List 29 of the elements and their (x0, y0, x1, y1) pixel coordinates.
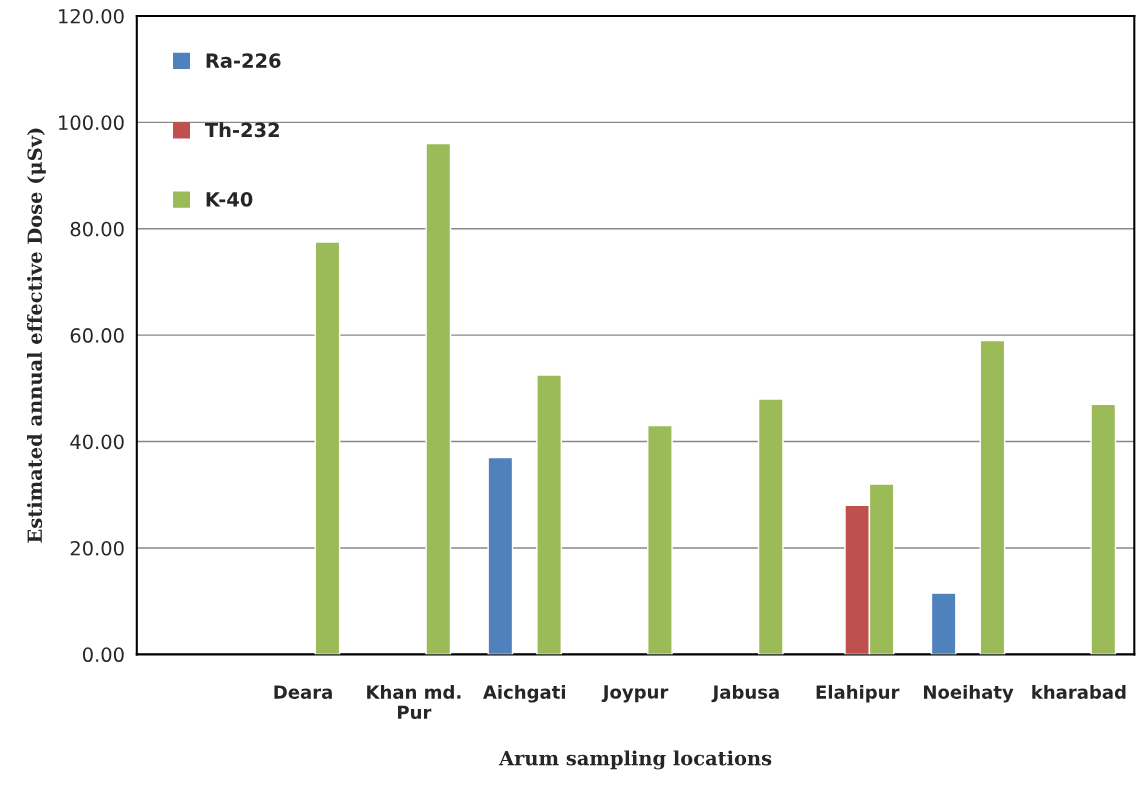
y-tick-label: 60.00 (70, 328, 124, 343)
bar (757, 398, 784, 655)
bar (536, 374, 562, 655)
y-tick-label: 20.00 (70, 540, 124, 556)
legend-label: Ra-226 (206, 53, 281, 68)
legend-label: K-40 (206, 192, 253, 207)
bar (979, 339, 1006, 655)
x-tick-label: Aichgati (482, 684, 566, 703)
x-axis-title: Arum sampling locations (498, 750, 772, 770)
y-tick-label: 80.00 (70, 221, 124, 237)
bar (425, 142, 452, 655)
x-tick-label: Deara (274, 685, 332, 699)
bar (647, 424, 673, 655)
y-tick-label: 120.00 (59, 8, 124, 24)
y-tick-label: 40.00 (70, 434, 124, 450)
x-tick-label: Noeihaty (924, 684, 1014, 703)
bar (487, 456, 514, 655)
bar (314, 241, 341, 655)
y-tick-label: 100.00 (59, 115, 124, 131)
bar (930, 592, 957, 655)
x-tick-label: Joypur (601, 685, 669, 703)
x-tick-label: Khan md. Pur (367, 684, 461, 720)
y-tick-label: 0.00 (82, 647, 124, 663)
x-tick-label: kharabad (1032, 684, 1126, 699)
y-axis-title: Estimated annual effective Dose (μSv) (27, 128, 46, 543)
bar (1090, 403, 1117, 655)
x-tick-label: Jabusa (711, 684, 779, 703)
legend-label: Th-232 (204, 122, 279, 138)
x-tick-label: Elahipur (816, 684, 900, 703)
